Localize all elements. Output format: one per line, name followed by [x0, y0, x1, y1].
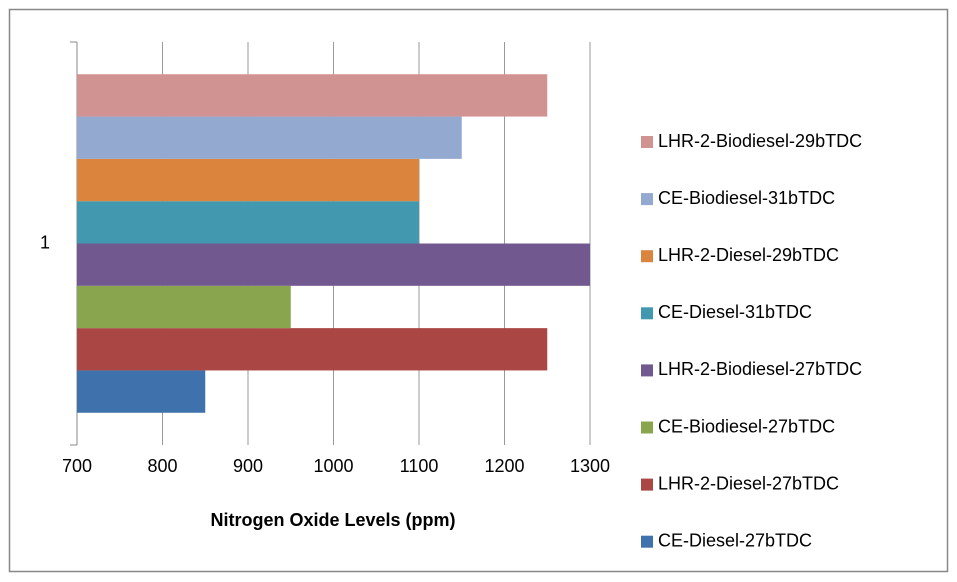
legend-swatch	[641, 421, 653, 434]
bar	[77, 116, 462, 159]
legend-label: LHR-2-Biodiesel-27bTDC	[658, 359, 862, 379]
legend-label: LHR-2-Diesel-29bTDC	[658, 245, 839, 265]
legend-swatch	[641, 193, 653, 206]
x-tick-label: 900	[233, 456, 263, 476]
legend-label: LHR-2-Biodiesel-29bTDC	[658, 131, 862, 151]
legend-swatch	[641, 478, 653, 491]
x-tick-label: 1300	[570, 456, 610, 476]
x-tick-label: 1000	[313, 456, 353, 476]
x-axis-title: Nitrogen Oxide Levels (ppm)	[210, 510, 455, 530]
bar	[77, 158, 419, 202]
legend-label: CE-Biodiesel-31bTDC	[658, 188, 835, 208]
bar	[77, 74, 548, 117]
x-tick-label: 700	[62, 456, 92, 476]
x-tick-label: 1200	[484, 456, 524, 476]
bar	[77, 285, 291, 329]
bar	[77, 328, 548, 371]
legend-swatch	[641, 136, 653, 148]
x-tick-label: 800	[147, 456, 177, 476]
legend-swatch	[641, 535, 653, 548]
bar	[77, 370, 206, 413]
x-tick-label: 1100	[400, 456, 439, 476]
bar	[77, 243, 590, 286]
legend-label: LHR-2-Diesel-27bTDC	[658, 473, 839, 493]
legend-swatch	[641, 364, 653, 377]
legend-label: CE-Diesel-27bTDC	[658, 530, 812, 550]
legend-label: CE-Biodiesel-27bTDC	[658, 416, 835, 436]
legend-swatch	[641, 250, 653, 263]
bar	[77, 201, 419, 244]
legend-label: CE-Diesel-31bTDC	[658, 302, 812, 322]
y-tick-label: 1	[40, 232, 50, 252]
legend-swatch	[641, 307, 653, 320]
